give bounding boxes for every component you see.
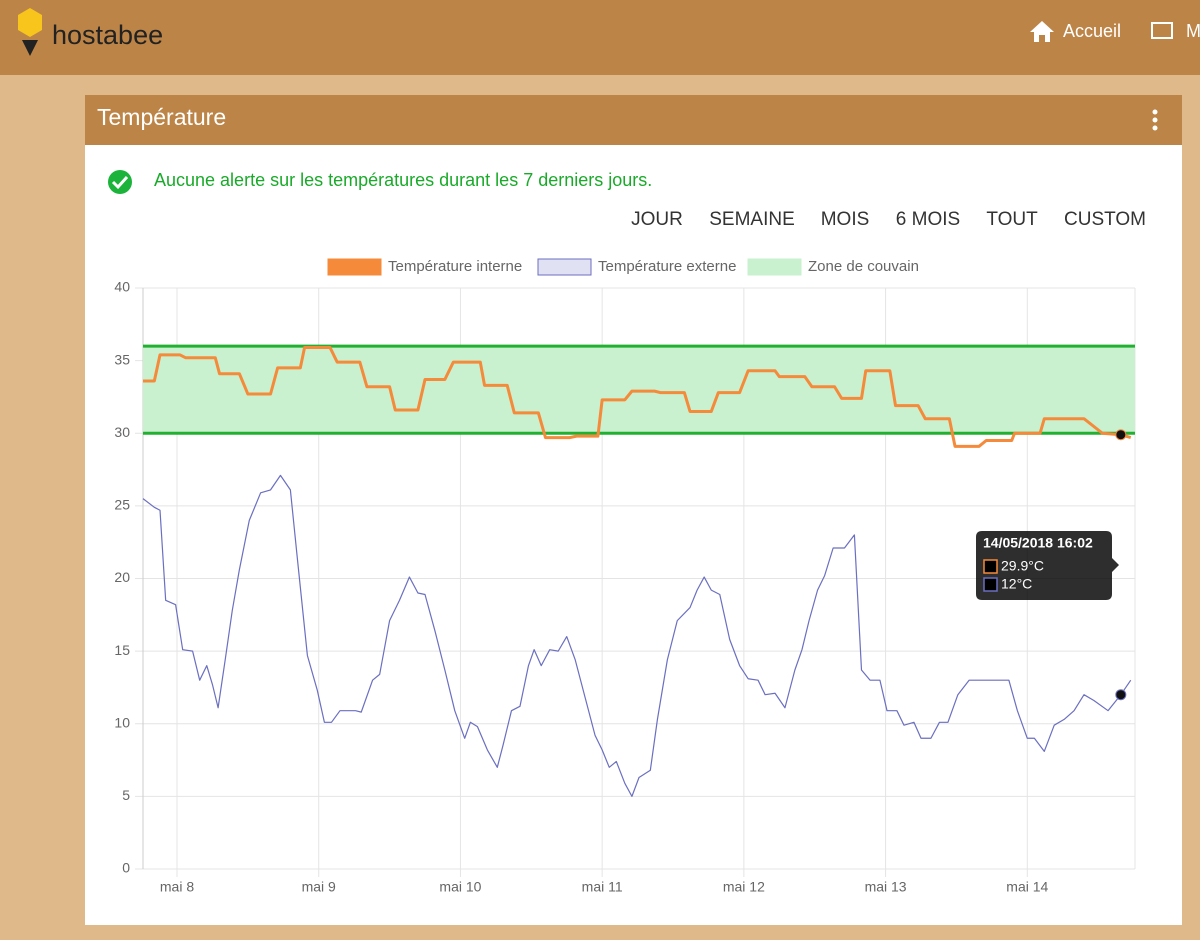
legend-swatch: [327, 258, 382, 276]
tooltip-value: 29.9°C: [1001, 558, 1044, 574]
y-tick-label: 20: [114, 569, 130, 585]
nav-link[interactable]: M: [1186, 21, 1200, 41]
y-tick-label: 5: [122, 787, 130, 803]
y-tick-label: 10: [114, 714, 130, 730]
device-icon: [1151, 22, 1173, 39]
tooltip-value: 12°C: [1001, 576, 1032, 592]
series-line: [142, 474, 1132, 797]
logo-hex: [18, 8, 42, 37]
tooltip-title: 14/05/2018 16:02: [983, 535, 1093, 551]
hover-point: [1115, 689, 1127, 701]
x-tick-label: mai 11: [582, 879, 623, 895]
y-tick-label: 15: [114, 642, 130, 658]
y-tick-label: 40: [114, 279, 130, 295]
y-tick-label: 35: [114, 351, 130, 367]
x-tick-label: mai 12: [723, 879, 765, 895]
legend-label: Zone de couvain: [808, 258, 919, 275]
y-tick-label: 30: [114, 424, 130, 440]
y-tick-label: 25: [114, 497, 130, 513]
menu-dots[interactable]: [1152, 109, 1158, 131]
range-button[interactable]: TOUT: [986, 209, 1038, 230]
tooltip-swatch: [983, 559, 998, 574]
alert-text: Aucune alerte sur les températures duran…: [154, 170, 652, 190]
card: [85, 95, 1182, 925]
x-tick-label: mai 14: [1006, 879, 1048, 895]
legend-label: Température interne: [388, 258, 522, 275]
range-button[interactable]: CUSTOM: [1064, 209, 1146, 230]
tooltip-box: [976, 531, 1119, 600]
card-title: Température: [97, 104, 226, 130]
range-button[interactable]: SEMAINE: [709, 209, 795, 230]
logo-pin: [22, 40, 38, 56]
brand[interactable]: hostabee: [52, 20, 163, 50]
home-icon: [1030, 21, 1054, 42]
range-button[interactable]: JOUR: [631, 209, 683, 230]
tooltip-swatch: [983, 577, 998, 592]
top-bar: [0, 0, 1200, 75]
card-header: [85, 95, 1182, 145]
legend-swatch: [747, 258, 802, 276]
x-tick-label: mai 9: [302, 879, 336, 895]
nav-link[interactable]: Accueil: [1063, 21, 1121, 41]
y-tick-label: 0: [122, 860, 130, 876]
x-tick-label: mai 8: [160, 879, 194, 895]
check-icon: [108, 170, 132, 194]
hover-point: [1115, 429, 1127, 441]
legend-label: Température externe: [598, 258, 736, 275]
legend-swatch: [537, 258, 592, 276]
series-line: [143, 346, 1132, 448]
x-tick-label: mai 13: [865, 879, 907, 895]
range-button[interactable]: MOIS: [821, 209, 870, 230]
range-button[interactable]: 6 MOIS: [896, 209, 960, 230]
x-tick-label: mai 10: [439, 879, 481, 895]
check-mark: [111, 175, 129, 190]
